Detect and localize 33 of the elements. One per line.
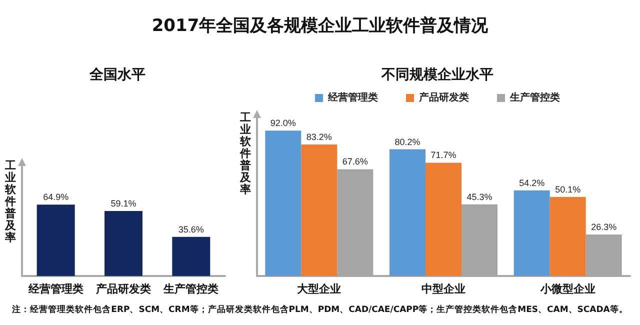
x-tick-label: 中型企业 [422,282,466,296]
data-label: 35.6% [178,224,204,234]
text: 注：经营管理类软件包含ERP、SCM、CRM等；产品研发类软件包含PLM、PDM、CAD/CAE/CAPP等；生产管控类软件包含MES、CAM、SCADA等。 [11,304,629,316]
text: 2017年全国及各规模企业工业软件普及情况 [150,15,490,37]
chart-subtitle: 全国水平 [88,66,146,84]
x-tick-label: 经营管理类 [27,282,84,296]
data-label: 59.1% [110,198,136,208]
data-label: 50.1% [555,184,581,194]
y-axis-title: 工业软件普及率 [5,159,17,244]
x-tick-label: 大型企业 [297,282,342,296]
data-label: 71.7% [430,150,456,160]
bar [514,190,550,276]
legend-label: 经营管理类 [327,92,378,104]
x-tick-label: 生产管控类 [162,282,219,296]
data-label: 67.6% [342,156,368,167]
data-label: 92.0% [270,118,296,128]
chart-title: 不同规模企业水平 [380,66,494,84]
x-tick-label: 产品研发类 [95,282,151,296]
x-tick-label: 小微型企业 [539,282,596,296]
legend-label: 产品研发类 [418,92,469,104]
data-label: 45.3% [466,192,492,202]
data-label: 64.9% [43,192,69,202]
data-label: 54.2% [519,178,545,188]
bar [390,149,426,276]
data-label: 26.3% [591,222,617,232]
bar [550,196,586,276]
data-label: 80.2% [394,136,420,147]
bar [426,162,462,276]
bar [301,144,338,276]
y-axis-title: 工业软件普及率 [240,111,252,196]
data-label: 83.2% [306,132,332,142]
bar [265,130,302,276]
legend-label: 生产管控类 [509,92,560,104]
